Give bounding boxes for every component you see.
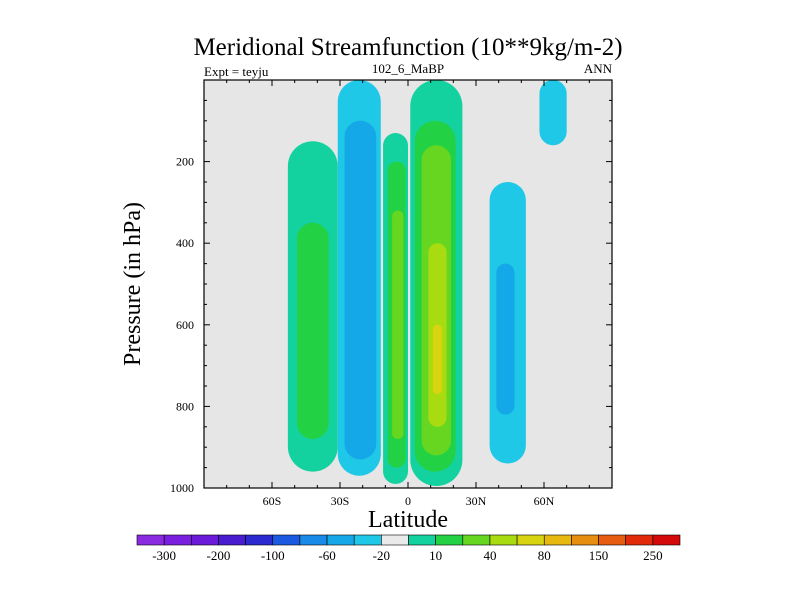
x-axis: 60S 30S 0 30N 60N <box>226 80 590 508</box>
colorbar-swatch <box>353 534 382 546</box>
colorbar-label: 250 <box>643 548 663 563</box>
colorbar-label: -300 <box>152 548 176 563</box>
nh-hadley-positive-band-4 <box>432 324 442 395</box>
colorbar-swatch <box>571 534 599 546</box>
sh-hadley-positive-band-2 <box>392 210 404 440</box>
colorbar-swatch <box>136 534 165 546</box>
period-label: 102_6_MaBP <box>372 61 444 76</box>
colorbar-label: -60 <box>318 548 335 563</box>
colorbar-swatch <box>652 534 681 546</box>
colorbar-swatch <box>598 534 626 546</box>
colorbar-label: -200 <box>207 548 231 563</box>
y-tick-label: 400 <box>176 236 194 250</box>
colorbar: -300 -200 -100 -60 -20 10 40 80 150 250 <box>136 534 681 563</box>
sh-polar-positive-band-1 <box>296 222 329 440</box>
nh-strat-negative-band-0 <box>539 80 567 146</box>
y-tick-label: 800 <box>176 399 194 413</box>
nh-ferrel-negative-band-1 <box>496 263 515 415</box>
colorbar-swatch <box>408 534 436 546</box>
colorbar-swatch <box>435 534 464 546</box>
colorbar-label: 10 <box>429 548 442 563</box>
colorbar-label: 80 <box>538 548 551 563</box>
y-axis-title: Pressure (in hPa) <box>120 202 146 366</box>
colorbar-swatch <box>326 534 355 546</box>
sh-ferrel-negative-band-1 <box>344 120 377 460</box>
colorbar-swatch <box>191 534 219 546</box>
x-tick-label: 0 <box>405 494 411 508</box>
colorbar-swatch <box>489 534 518 546</box>
colorbar-swatch <box>516 534 545 546</box>
y-tick-label: 600 <box>176 318 194 332</box>
colorbar-swatch <box>381 534 409 546</box>
chart-title: Meridional Streamfunction (10**9kg/m-2) <box>193 34 622 61</box>
x-axis-title: Latitude <box>368 507 448 533</box>
colorbar-label: -20 <box>373 548 390 563</box>
colorbar-swatch <box>462 534 491 546</box>
y-axis: 200 400 600 800 1000 <box>170 99 612 495</box>
experiment-label: Expt = teyju <box>204 64 269 79</box>
colorbar-label: 150 <box>589 548 609 563</box>
colorbar-swatch <box>218 534 246 546</box>
colorbar-swatch <box>245 534 274 546</box>
x-tick-label: 60N <box>534 494 555 508</box>
colorbar-swatch <box>272 534 301 546</box>
y-tick-label: 1000 <box>170 481 194 495</box>
x-tick-label: 60S <box>263 494 282 508</box>
colorbar-swatch <box>163 534 192 546</box>
y-tick-label: 200 <box>176 155 194 169</box>
x-tick-label: 30S <box>331 494 350 508</box>
colorbar-label: -100 <box>261 548 285 563</box>
colorbar-swatch <box>299 534 328 546</box>
colorbar-swatch <box>543 534 572 546</box>
season-label: ANN <box>584 61 613 76</box>
x-tick-label: 30N <box>466 494 487 508</box>
colorbar-swatch <box>625 534 654 546</box>
contour-layer <box>287 80 567 486</box>
colorbar-label: 40 <box>483 548 496 563</box>
